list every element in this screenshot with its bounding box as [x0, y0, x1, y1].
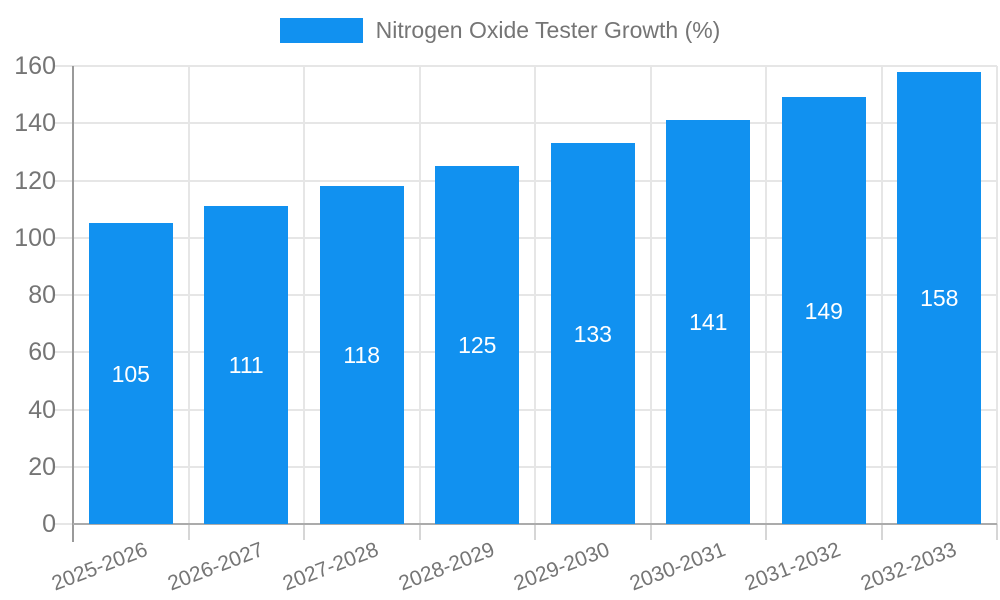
bar: [897, 71, 982, 524]
y-tick: [53, 179, 73, 182]
y-tick: [53, 465, 73, 468]
y-tick: [53, 523, 73, 525]
y-axis-line: [72, 66, 74, 542]
y-tick-label: 40: [28, 395, 56, 424]
y-tick-label: 60: [28, 338, 56, 367]
x-gridline: [649, 66, 652, 524]
y-tick-label: 120: [14, 166, 56, 195]
bar-value-label: 125: [458, 332, 497, 359]
bar-value-label: 149: [804, 297, 843, 324]
x-tick: [303, 524, 305, 540]
y-tick-label: 20: [28, 452, 56, 481]
x-tick: [765, 524, 767, 540]
x-tick-label: 2027-2028: [279, 538, 382, 596]
x-gridline: [534, 66, 536, 524]
y-tick-label: 0: [42, 510, 56, 538]
x-tick-label: 2032-2033: [857, 538, 960, 596]
bar-value-label: 158: [920, 284, 959, 311]
x-tick: [534, 524, 536, 540]
y-tick: [53, 65, 73, 67]
x-gridline: [765, 66, 767, 524]
y-tick: [53, 408, 73, 411]
x-tick-label: 2031-2032: [741, 538, 844, 596]
x-tick: [880, 524, 883, 540]
x-tick: [418, 524, 421, 540]
bar-value-label: 118: [343, 342, 381, 369]
x-gridline: [303, 66, 305, 524]
x-tick: [187, 524, 190, 540]
bar: [319, 186, 404, 524]
x-tick-label: 2028-2029: [395, 538, 498, 596]
bar-value-label: 133: [573, 320, 612, 347]
x-tick-label: 2029-2030: [510, 538, 613, 596]
bar: [666, 120, 751, 524]
bar: [550, 143, 635, 524]
bar-value-label: 111: [228, 352, 264, 379]
x-gridline: [418, 66, 421, 524]
y-tick: [53, 351, 73, 354]
x-gridline: [996, 66, 998, 524]
x-gridline: [187, 66, 190, 524]
y-tick: [53, 236, 73, 239]
y-tick-label: 160: [14, 52, 56, 80]
bar-value-label: 141: [689, 309, 728, 336]
bar: [88, 223, 173, 524]
x-baseline: [73, 523, 997, 525]
y-tick: [53, 122, 73, 125]
legend-swatch: [279, 17, 363, 43]
x-tick-label: 2030-2031: [626, 538, 729, 596]
bar: [435, 166, 520, 524]
x-tick-label: 2026-2027: [164, 538, 267, 596]
y-tick-label: 80: [28, 281, 56, 309]
y-tick-label: 140: [14, 109, 56, 138]
bar: [781, 97, 866, 524]
legend-label: Nitrogen Oxide Tester Growth (%): [375, 16, 721, 43]
x-tick: [649, 524, 652, 540]
y-tick-label: 100: [14, 223, 56, 252]
x-gridline: [880, 66, 883, 524]
bar-value-label: 105: [111, 360, 150, 387]
y-tick: [53, 294, 73, 296]
x-tick-label: 2025-2026: [48, 538, 151, 596]
bar: [204, 206, 289, 524]
legend: Nitrogen Oxide Tester Growth (%): [0, 16, 1000, 44]
x-tick: [996, 524, 998, 540]
